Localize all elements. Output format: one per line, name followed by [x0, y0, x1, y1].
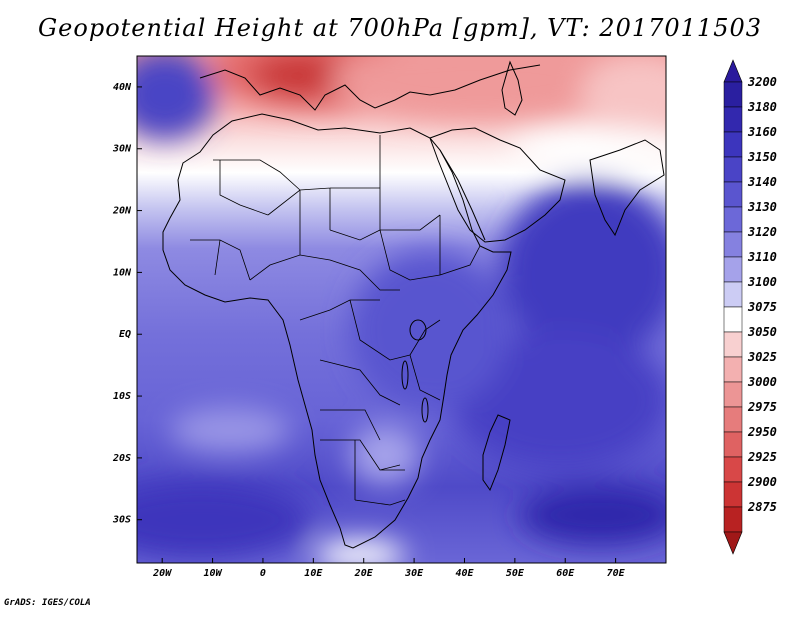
india-coastline [589, 139, 665, 237]
colorbar-swatch [723, 156, 743, 183]
height-field-anomalies [137, 56, 666, 563]
colorbar: 3200 3180 3160 3150 3140 3130 3120 3110 3100 3075… [723, 59, 777, 555]
x-tick-label: 10W [204, 568, 223, 579]
colorbar-label: 2975 [747, 400, 777, 414]
x-tick-label: 0 [260, 568, 266, 579]
y-tick-label: 30S [112, 515, 131, 526]
colorbar-swatch [723, 406, 743, 433]
lake-malawi [421, 397, 429, 423]
border-lines [190, 135, 481, 506]
colorbar-swatch [723, 206, 743, 233]
x-tick-label: 30E [404, 568, 424, 579]
lake-victoria [409, 319, 427, 341]
coastlines-and-borders [162, 60, 665, 549]
colorbar-label: 3180 [747, 100, 777, 114]
colorbar-top-arrow [723, 59, 743, 83]
arabia-coastline [429, 127, 566, 243]
colorbar-swatch [723, 81, 743, 108]
colorbar-label: 3000 [747, 375, 777, 389]
madagascar-coastline [482, 414, 511, 492]
y-tick-label: 20S [112, 453, 131, 464]
colorbar-swatch [723, 106, 743, 133]
colorbar-label: 3100 [747, 275, 777, 289]
y-tick-label: 30N [112, 144, 132, 155]
europe-coastline [199, 64, 541, 111]
colorbar-label: 3130 [747, 200, 777, 214]
y-axis-ticks: 40N 30N 20N 10N EQ 10S 20S 30S [112, 82, 142, 526]
colorbar-swatch [723, 481, 743, 508]
colorbar-swatch [723, 381, 743, 408]
map-title: Geopotential Height at 700hPa [gpm], VT:… [38, 14, 762, 42]
colorbar-label: 2950 [747, 425, 777, 439]
footer-credit: GrADS: IGES/COLA [4, 598, 91, 608]
colorbar-label: 3120 [747, 225, 777, 239]
colorbar-swatch [723, 231, 743, 258]
colorbar-swatch [723, 281, 743, 308]
colorbar-label: 3140 [747, 175, 777, 189]
colorbar-swatch [723, 356, 743, 383]
colorbar-label: 3050 [747, 325, 777, 339]
colorbar-swatch [723, 181, 743, 208]
colorbar-swatch [723, 506, 743, 533]
colorbar-bottom-arrow [723, 531, 743, 555]
y-tick-label: EQ [119, 329, 131, 340]
colorbar-label: 3160 [747, 125, 777, 139]
colorbar-label: 3025 [747, 350, 777, 364]
colorbar-swatch [723, 131, 743, 158]
plot-frame [136, 55, 667, 564]
colorbar-label: 3150 [747, 150, 777, 164]
y-tick-label: 40N [113, 82, 132, 93]
colorbar-swatch [723, 306, 743, 333]
x-tick-label: 60E [556, 568, 575, 579]
colorbar-label: 2925 [747, 450, 777, 464]
lake-tanganyika [401, 360, 409, 390]
colorbar-label: 3075 [747, 300, 777, 314]
x-tick-label: 70E [607, 568, 626, 579]
colorbar-label: 3200 [747, 75, 777, 89]
y-tick-label: 10N [113, 267, 132, 278]
x-tick-label: 40E [455, 568, 474, 579]
y-tick-label: 20N [112, 206, 132, 217]
africa-coastline [162, 113, 512, 549]
red-sea-line [439, 149, 486, 241]
colorbar-swatch [723, 331, 743, 358]
x-tick-label: 20W [152, 568, 172, 579]
colorbar-swatch [723, 256, 743, 283]
x-tick-label: 10E [304, 568, 323, 579]
y-tick-label: 10S [113, 391, 131, 402]
x-tick-label: 20E [354, 568, 374, 579]
colorbar-label: 3110 [747, 250, 777, 264]
colorbar-swatch [723, 456, 743, 483]
x-axis-ticks: 20W 10W 0 10E 20E 30E 40E 50E 60E 70E [152, 558, 626, 579]
x-tick-label: 50E [506, 568, 525, 579]
caspian-coastline [501, 60, 523, 116]
colorbar-label: 2900 [747, 475, 777, 489]
colorbar-label: 2875 [747, 500, 777, 514]
colorbar-swatch [723, 431, 743, 458]
